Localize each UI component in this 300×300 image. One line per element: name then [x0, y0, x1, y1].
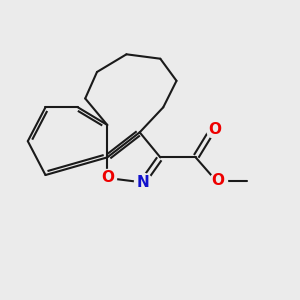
Text: N: N — [136, 175, 149, 190]
Text: O: O — [208, 122, 221, 137]
Text: O: O — [211, 173, 224, 188]
Text: O: O — [101, 170, 114, 185]
